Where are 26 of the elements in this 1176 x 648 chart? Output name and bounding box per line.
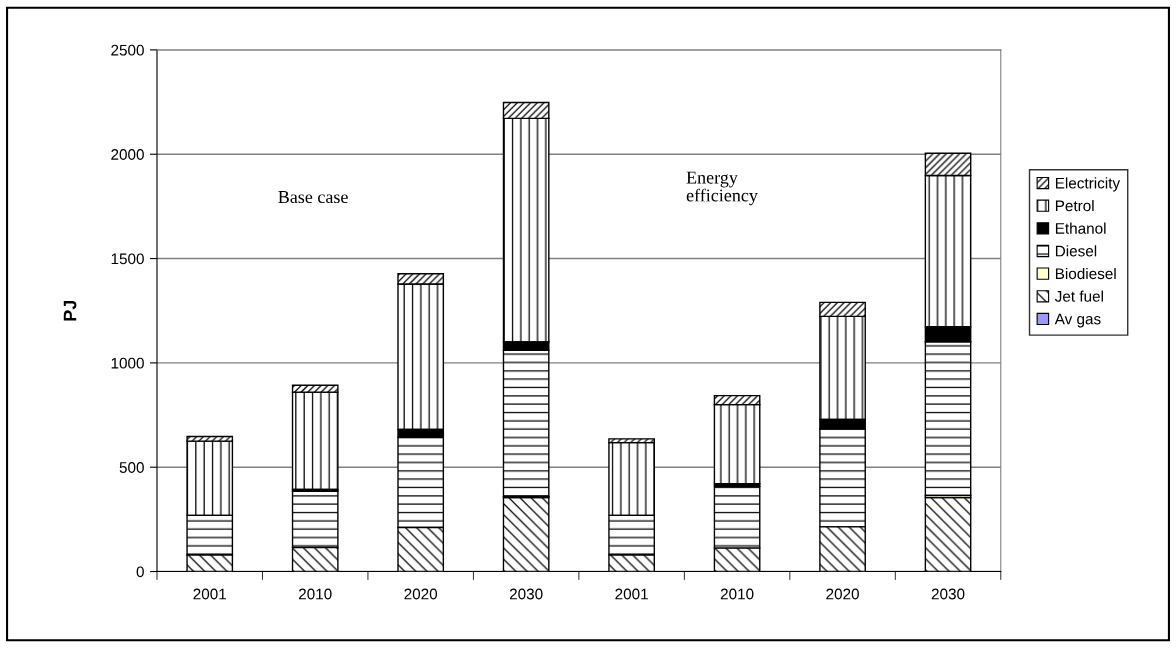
legend-label: Petrol [1055, 199, 1094, 212]
x-tick-label: 2030 [509, 588, 543, 600]
y-tick-label: 0 [136, 566, 144, 578]
legend-label: Diesel [1055, 245, 1097, 257]
y-tick-label: 2000 [111, 149, 144, 160]
legend-label: Electricity [1055, 177, 1121, 192]
y-tick-label: 1500 [111, 253, 144, 265]
legend-label: Jet fuel [1054, 290, 1103, 302]
y-tick-label: 500 [119, 462, 144, 473]
annotation: Base case [278, 191, 348, 204]
annotation: Energy efficiency [686, 171, 758, 206]
x-tick-label: 2001 [193, 588, 226, 600]
legend-label: Av gas [1054, 313, 1101, 328]
x-tick-label: 2030 [931, 588, 965, 600]
x-tick-label: 2020 [826, 588, 859, 600]
legend-label: Ethanol [1055, 222, 1106, 234]
x-tick-label: 2010 [298, 588, 332, 600]
y-axis-title: PJ [63, 300, 77, 321]
x-tick-label: 2020 [404, 588, 438, 600]
bar [502, 496, 550, 572]
y-tick-label: 1000 [111, 357, 144, 369]
y-tick-label: 2500 [111, 44, 144, 56]
x-tick-label: 2010 [720, 588, 754, 600]
bar [924, 496, 972, 572]
legend-label: Biodiesel [1055, 267, 1116, 280]
x-tick-label: 2001 [615, 588, 648, 600]
